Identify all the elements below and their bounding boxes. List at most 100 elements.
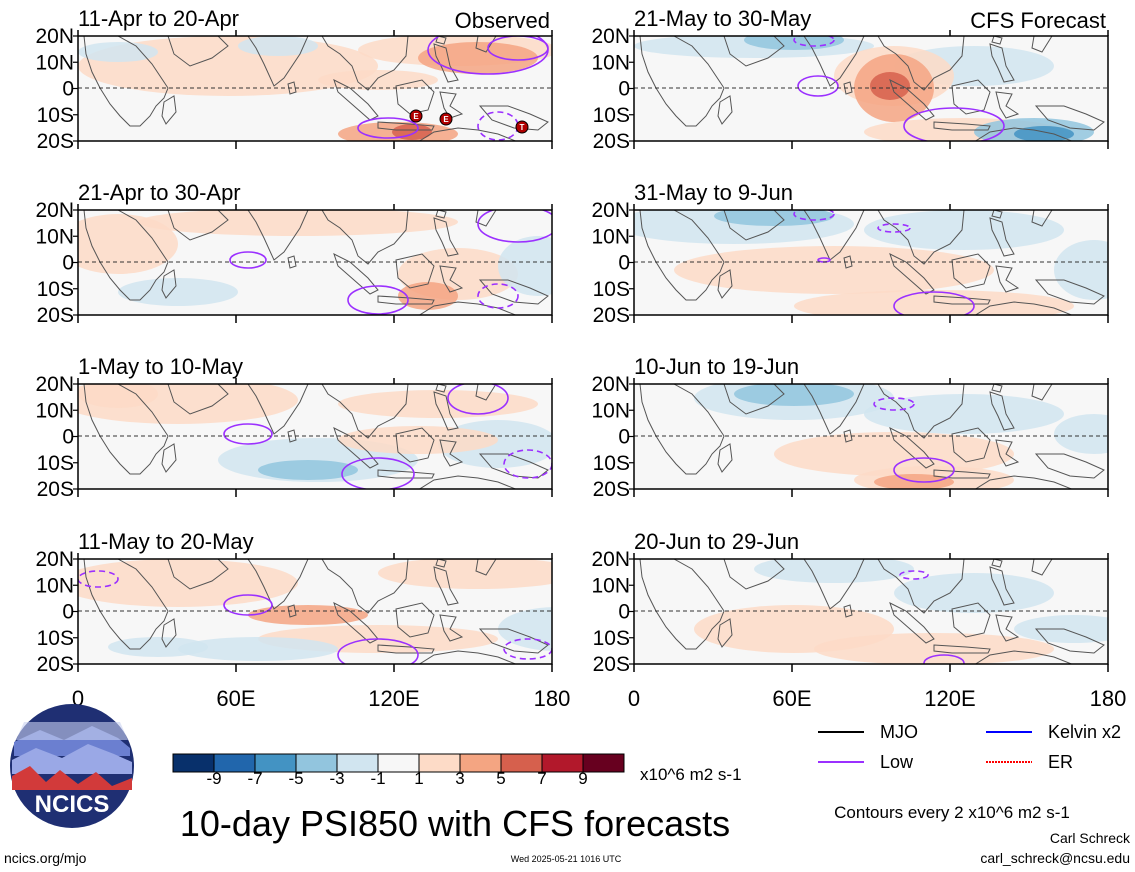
colorbar-swatch (500, 753, 543, 773)
panel-title: 20-Jun to 29-Jun (634, 529, 799, 554)
lat-label: 20S (37, 653, 74, 676)
colorbar-tick-label: -7 (247, 769, 262, 788)
svg-text:Kelvin x2: Kelvin x2 (1048, 722, 1121, 742)
lat-label: 20S (593, 130, 630, 153)
lat-label: 20N (35, 548, 74, 571)
panel-title: 21-Apr to 30-Apr (78, 180, 241, 205)
colorbar-swatch (418, 753, 461, 773)
map-panel-1: 20N 10N 0 10S 20S 11-Apr to 20-Apr Observed (35, 6, 553, 153)
timestamp: Wed 2025-05-21 1016 UTC (511, 854, 622, 864)
lat-label: 20N (35, 199, 74, 222)
lat-label: 10N (591, 51, 630, 74)
lat-label: 20N (35, 25, 74, 48)
map-panel-3: 20N 10N 0 10S 20S 1-May to 10-May (35, 354, 553, 501)
lat-label: 20N (591, 373, 630, 396)
lat-label: 20S (593, 478, 630, 501)
panel-title: 21-May to 30-May (634, 6, 811, 31)
map-panel-5: 20N 10N 0 10S 20S 21-May to 30-May CFS Forecas… (591, 6, 1109, 153)
lat-label: 20S (37, 478, 74, 501)
colorbar-tick-label: 9 (578, 769, 587, 788)
lat-label: 0 (618, 426, 630, 449)
website-link[interactable]: ncics.org/mjo (4, 850, 87, 866)
map-panel-4: 20N 10N 0 10S 20S 11-May to 20-May (35, 529, 553, 676)
svg-text:Low: Low (880, 752, 914, 772)
legend-item: Low (818, 752, 914, 772)
colorbar-tick-label: -1 (370, 769, 385, 788)
panel-title: 1-May to 10-May (78, 354, 243, 379)
colorbar-tick-label: -3 (329, 769, 344, 788)
lat-label: 0 (618, 252, 630, 275)
colorbar-swatch (459, 753, 502, 773)
svg-text:ER: ER (1048, 752, 1073, 772)
lon-label: 60E (216, 686, 255, 711)
lat-label: 10N (35, 51, 74, 74)
lat-label: 10N (591, 225, 630, 248)
map-panel-7: 20N 10N 0 10S 20S 10-Jun to 19-Jun (591, 354, 1109, 501)
lat-label: 10S (37, 452, 74, 475)
lon-label: 180 (534, 686, 571, 711)
colorbar-tick-label: -9 (206, 769, 221, 788)
panel-title: 31-May to 9-Jun (634, 180, 793, 205)
map-panel-6: 20N 10N 0 10S 20S 31-May to 9-Jun (591, 180, 1109, 327)
storm-marker: E (439, 112, 453, 126)
lat-label: 10S (593, 104, 630, 127)
lon-label: 120E (368, 686, 419, 711)
lat-label: 10N (35, 574, 74, 597)
panel-title: 11-May to 20-May (78, 529, 254, 554)
lat-label: 0 (62, 601, 74, 624)
lat-label: 0 (62, 252, 74, 275)
lat-label: 10N (35, 225, 74, 248)
colorbar-tick-label: -5 (288, 769, 303, 788)
storm-marker: T (515, 120, 529, 134)
map-panel-8: 20N 10N 0 10S 20S 20-Jun to 29-Jun (591, 529, 1109, 676)
main-title: 10-day PSI850 with CFS forecasts (180, 803, 730, 844)
lat-label: 20S (593, 653, 630, 676)
svg-text:T: T (520, 123, 525, 132)
lat-label: 0 (62, 426, 74, 449)
author: Carl Schreck (1050, 830, 1131, 846)
email: carl_schreck@ncsu.edu (980, 850, 1130, 866)
storm-marker: E (409, 109, 423, 123)
panel-title: 10-Jun to 19-Jun (634, 354, 799, 379)
lon-label: 120E (924, 686, 975, 711)
lat-label: 10S (593, 452, 630, 475)
lat-label: 10N (591, 574, 630, 597)
logo-text: NCICS (35, 791, 110, 818)
ncics-logo: NCICS (10, 704, 134, 828)
colorbar: -9 -7 -5 -3 -1 1 3 5 7 9 x10^6 m2 s-1 (172, 753, 742, 788)
colorbar-tick-label: 1 (414, 769, 423, 788)
colorbar-tick-label: 7 (537, 769, 546, 788)
lat-label: 20N (591, 548, 630, 571)
lat-label: 0 (618, 601, 630, 624)
lat-label: 20N (591, 25, 630, 48)
svg-text:E: E (443, 115, 449, 124)
lat-label: 0 (618, 78, 630, 101)
contour-note: Contours every 2 x10^6 m2 s-1 (834, 803, 1070, 822)
lon-label: 60E (772, 686, 811, 711)
svg-text:MJO: MJO (880, 722, 918, 742)
legend-item: ER (986, 752, 1073, 772)
lat-label: 20N (591, 199, 630, 222)
panel-tag: Observed (455, 8, 550, 33)
lat-label: 20S (37, 304, 74, 327)
lat-label: 20S (593, 304, 630, 327)
lat-label: 10S (37, 278, 74, 301)
colorbar-units: x10^6 m2 s-1 (640, 765, 742, 784)
svg-text:E: E (413, 112, 419, 121)
lat-label: 10S (37, 104, 74, 127)
lat-label: 10S (37, 627, 74, 650)
colorbar-tick-label: 3 (455, 769, 464, 788)
colorbar-swatch (541, 753, 584, 773)
map-panel-2: 20N 10N 0 10S 20S 21-Apr to 30-Apr (35, 180, 553, 327)
legend: MJO Kelvin x2 Low ER (818, 722, 1121, 772)
lat-label: 10S (593, 627, 630, 650)
lat-label: 20N (35, 373, 74, 396)
lat-label: 20S (37, 130, 74, 153)
lat-label: 10N (591, 399, 630, 422)
colorbar-tick-label: 5 (496, 769, 505, 788)
lat-label: 10N (35, 399, 74, 422)
lon-label: 0 (628, 686, 640, 711)
legend-item: MJO (818, 722, 918, 742)
colorbar-swatch (582, 753, 625, 773)
panel-tag: CFS Forecast (970, 8, 1106, 33)
